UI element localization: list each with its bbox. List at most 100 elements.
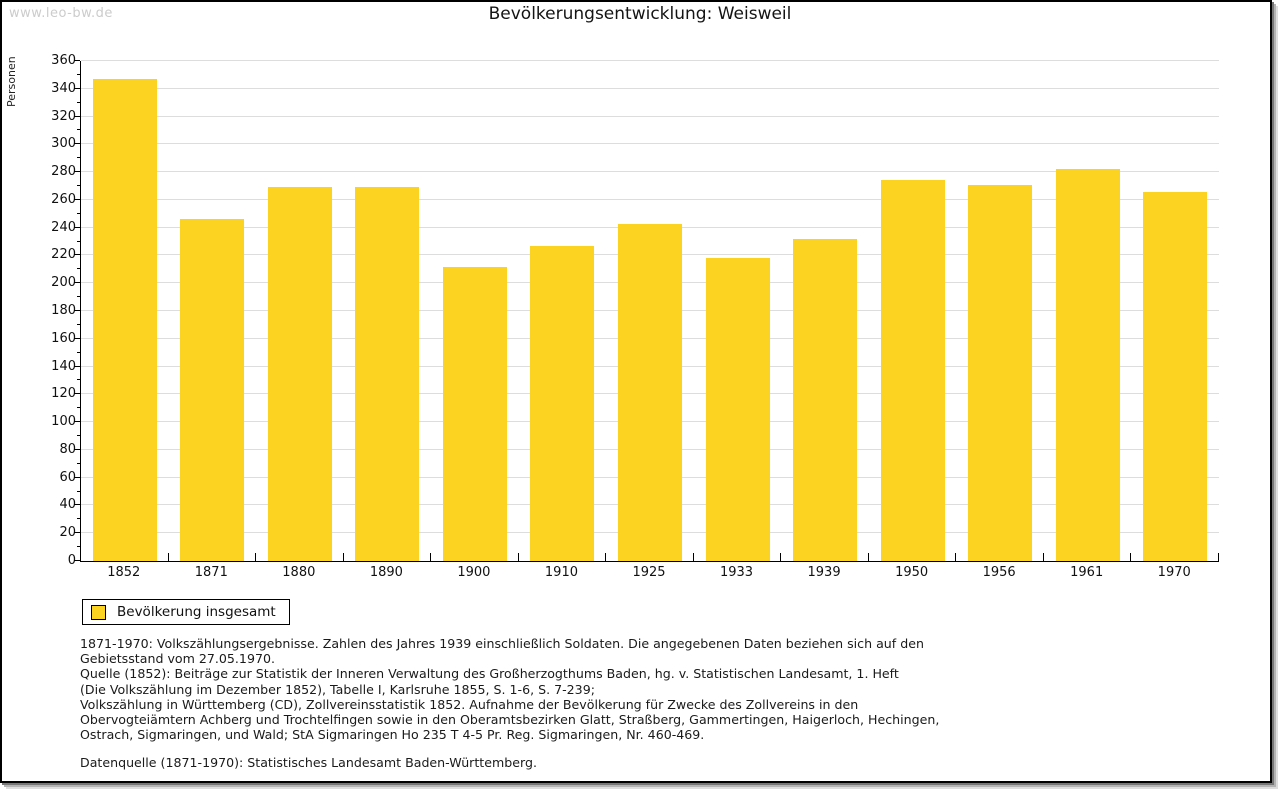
x-tick-label-1956: 1956 <box>982 565 1016 580</box>
y-tick-label-160: 160 <box>51 330 76 346</box>
y-tick-label-200: 200 <box>51 275 76 291</box>
y-tick-170 <box>77 323 80 325</box>
y-tick-250 <box>77 212 80 214</box>
y-tick-label-300: 300 <box>51 136 76 152</box>
bar-1933 <box>705 258 770 561</box>
y-tick-60 <box>74 476 80 478</box>
y-tick-70 <box>77 462 80 464</box>
y-tick-300 <box>74 143 80 145</box>
y-tick-330 <box>77 101 80 103</box>
y-tick-270 <box>77 185 80 186</box>
y-tick-240 <box>74 226 80 228</box>
y-tick-label-140: 140 <box>51 358 76 374</box>
x-tick-5 <box>517 553 519 561</box>
bar-1900 <box>442 266 507 561</box>
plot-area <box>74 60 1219 562</box>
footnote-line-4: (Die Volkszählung im Dezember 1852), Tab… <box>80 681 595 697</box>
gridline-300 <box>81 143 1219 145</box>
y-tick-100 <box>74 421 80 423</box>
y-tick-260 <box>74 198 80 200</box>
bar-1852 <box>92 79 157 561</box>
y-tick-220 <box>74 254 80 256</box>
y-tick-label-320: 320 <box>51 108 76 124</box>
y-tick-360 <box>74 60 80 61</box>
bar-1939 <box>793 238 858 561</box>
bar-1961 <box>1055 169 1120 561</box>
x-tick-label-1880: 1880 <box>282 565 316 580</box>
x-tick-label-1961: 1961 <box>1070 565 1104 580</box>
y-tick-280 <box>74 171 80 173</box>
legend-label: Bevölkerung insgesamt <box>117 604 276 620</box>
bar-1871 <box>180 219 245 561</box>
y-tick-label-280: 280 <box>51 164 76 180</box>
x-tick-label-1933: 1933 <box>719 565 754 580</box>
y-tick-160 <box>74 337 80 339</box>
bar-1880 <box>267 187 332 561</box>
gridline-260 <box>81 198 1219 200</box>
y-tick-110 <box>77 407 80 409</box>
y-tick-310 <box>77 129 80 131</box>
chart-title: Bevölkerungsentwicklung: Weisweil <box>488 4 792 24</box>
footnote-line-1: 1871-1970: Volkszählungsergebnisse. Zahl… <box>80 636 924 651</box>
footnote-line-3: Quelle (1852): Beiträge zur Statistik de… <box>80 666 899 682</box>
y-tick-label-60: 60 <box>59 469 76 485</box>
x-tick-11 <box>1042 553 1044 561</box>
x-tick-label-1970: 1970 <box>1157 565 1191 580</box>
x-tick-label-1900: 1900 <box>457 565 491 580</box>
y-tick-80 <box>74 448 80 450</box>
y-tick-150 <box>77 351 80 353</box>
y-tick-320 <box>74 115 80 117</box>
y-tick-140 <box>74 365 80 367</box>
x-tick-label-1939: 1939 <box>807 565 841 580</box>
x-tick-7 <box>692 553 694 561</box>
y-axis-labels: 0 20 40 60 80 100 120 140 160 180 200 220 240 260 280 3… <box>0 54 76 568</box>
bar-1925 <box>618 223 682 561</box>
x-tick-12 <box>1130 553 1132 561</box>
gridline-320 <box>81 115 1219 117</box>
y-tick-40 <box>74 504 80 506</box>
y-tick-label-240: 240 <box>51 219 76 235</box>
y-tick-200 <box>74 282 80 284</box>
x-tick-label-1910: 1910 <box>544 565 578 580</box>
y-tick-210 <box>77 268 80 270</box>
y-tick-label-0: 0 <box>67 553 76 568</box>
y-tick-label-340: 340 <box>51 80 76 96</box>
footnotes: 1871-1970: Volkszählungsergebnisse. Zahl… <box>80 636 1260 771</box>
y-tick-label-260: 260 <box>51 191 76 207</box>
y-tick-label-100: 100 <box>51 414 76 430</box>
gridline-340 <box>81 87 1219 89</box>
bar-1950 <box>880 180 945 561</box>
x-tick-label-1890: 1890 <box>369 565 403 580</box>
footnote-lines: 1871-1970: Volkszählungsergebnisse. Zahl… <box>80 636 1260 742</box>
y-tick-90 <box>77 435 80 436</box>
y-tick-0 <box>74 560 80 561</box>
y-tick-label-20: 20 <box>59 525 76 541</box>
footnote-line-6: Obervogteiämtern Achberg und Trochtelfin… <box>80 712 940 728</box>
x-tick-4 <box>430 553 432 561</box>
footnote-line-5: Volkszählung in Württemberg (CD), Zollve… <box>80 696 859 712</box>
y-tick-340 <box>74 87 80 89</box>
bar-1890 <box>355 187 420 561</box>
bar-1970 <box>1143 191 1208 561</box>
y-tick-20 <box>74 532 80 534</box>
x-tick-9 <box>867 553 869 561</box>
legend: Bevölkerung insgesamt <box>82 599 290 625</box>
y-tick-190 <box>77 296 80 298</box>
x-tick-label-1950: 1950 <box>895 565 929 580</box>
y-tick-label-220: 220 <box>51 247 76 263</box>
x-tick-6 <box>605 553 607 561</box>
x-tick-2 <box>255 553 257 561</box>
y-tick-350 <box>77 73 80 75</box>
y-tick-10 <box>77 546 80 548</box>
x-tick-13 <box>1218 553 1219 561</box>
bar-1910 <box>530 245 595 561</box>
x-tick-10 <box>955 553 957 561</box>
x-axis-labels: 1852 1871 1880 1890 1900 1910 1925 1933 1939 1950… <box>80 565 1218 583</box>
y-tick-180 <box>74 310 80 311</box>
y-tick-30 <box>77 518 80 520</box>
gridline-360 <box>81 60 1219 61</box>
x-tick-1 <box>167 553 169 561</box>
x-tick-8 <box>780 553 782 561</box>
y-tick-label-80: 80 <box>59 441 76 457</box>
